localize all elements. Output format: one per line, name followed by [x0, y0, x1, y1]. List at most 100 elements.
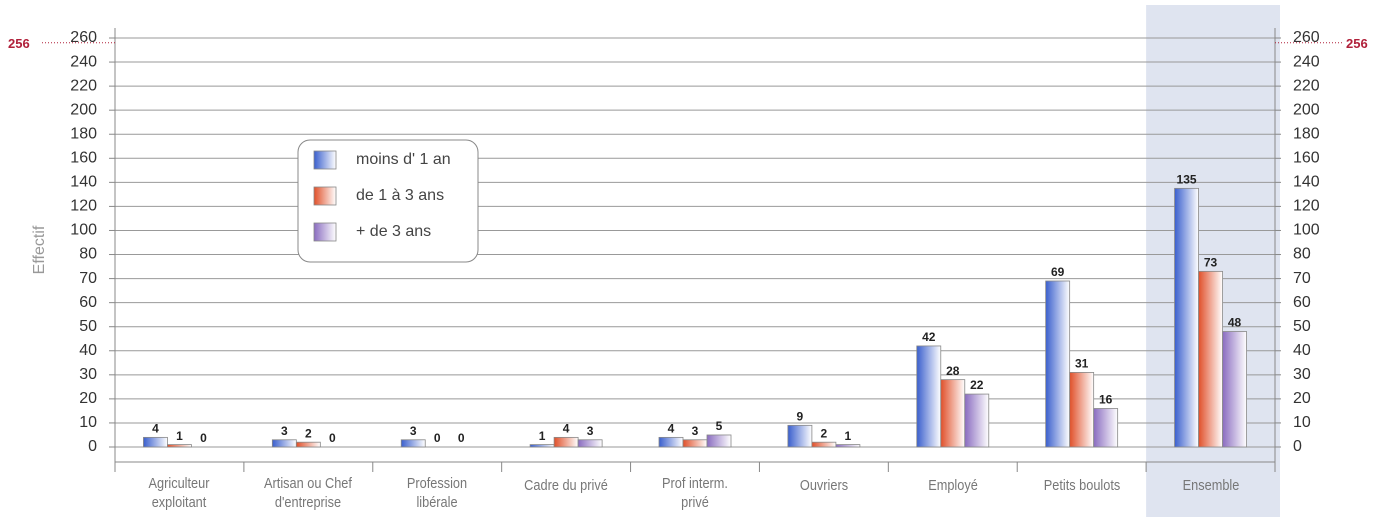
y2-tick-label: 200	[1293, 101, 1320, 118]
y2-tick-label: 100	[1293, 222, 1320, 239]
data-label: 2	[821, 426, 828, 440]
y2-tick-label: 220	[1293, 77, 1320, 94]
legend-swatch	[313, 186, 337, 206]
y-axis-label: Effectif	[31, 225, 48, 274]
bar	[835, 444, 861, 448]
data-label: 9	[797, 410, 804, 424]
bar	[271, 439, 297, 448]
x-tick-label: Ensemble	[1182, 477, 1239, 494]
y-tick-label: 10	[79, 414, 97, 431]
bar	[916, 345, 942, 448]
data-label: 28	[946, 364, 960, 378]
data-label: 42	[922, 330, 936, 344]
y2-tick-label: 260	[1293, 29, 1320, 46]
legend-label: moins d' 1 an	[356, 151, 451, 168]
reference-label: 256	[8, 36, 30, 51]
bar	[1069, 372, 1095, 448]
y-tick-label: 140	[70, 174, 97, 191]
bar	[167, 444, 192, 448]
data-label: 2	[305, 426, 312, 440]
y-tick-label: 180	[70, 125, 97, 142]
y-tick-label: 240	[70, 53, 97, 70]
y2-tick-label: 40	[1293, 342, 1311, 359]
data-label: 3	[281, 424, 288, 438]
data-label: 0	[200, 431, 207, 445]
y-tick-label: 260	[70, 29, 97, 46]
bar	[529, 444, 555, 448]
y2-tick-label: 160	[1293, 150, 1320, 167]
x-tick-label: Employé	[927, 477, 978, 494]
reference-label: 256	[1346, 36, 1368, 51]
y2-tick-label: 60	[1293, 294, 1311, 311]
legend-box	[297, 139, 479, 263]
y-tick-label: 40	[79, 342, 97, 359]
legend-label: + de 3 ans	[356, 223, 431, 240]
bar	[706, 434, 732, 448]
bar	[658, 436, 684, 448]
y-tick-label: 120	[70, 198, 97, 215]
data-label: 5	[716, 419, 723, 433]
y-tick-label: 80	[79, 246, 97, 263]
bar	[940, 379, 966, 448]
data-label: 4	[563, 422, 570, 436]
bar	[682, 439, 708, 448]
x-tick-label: Petits boulots	[1043, 477, 1120, 494]
data-label: 4	[668, 422, 675, 436]
y2-tick-label: 0	[1293, 438, 1302, 455]
bar	[1198, 270, 1223, 448]
bar	[553, 436, 579, 448]
y-tick-label: 220	[70, 77, 97, 94]
legend-swatch	[313, 150, 337, 170]
y-tick-label: 100	[70, 222, 97, 239]
data-label: 4	[152, 422, 159, 436]
y-tick-label: 70	[79, 270, 97, 287]
x-tick-label: Ouvriers	[799, 477, 848, 494]
bar	[400, 439, 426, 448]
y2-tick-label: 50	[1293, 318, 1311, 335]
y2-tick-label: 140	[1293, 174, 1320, 191]
y-tick-label: 200	[70, 101, 97, 118]
data-label: 69	[1051, 265, 1065, 279]
bar	[787, 424, 813, 448]
data-label: 48	[1228, 316, 1242, 330]
legend-label: de 1 à 3 ans	[356, 187, 444, 204]
bar	[143, 436, 168, 448]
data-label: 22	[970, 378, 984, 392]
data-label: 31	[1075, 357, 1089, 371]
bar	[1045, 280, 1071, 448]
y-tick-label: 20	[79, 390, 97, 407]
bar	[1174, 187, 1199, 448]
y-tick-label: 30	[79, 366, 97, 383]
data-label: 1	[539, 429, 546, 443]
bar	[811, 441, 837, 448]
data-label: 1	[176, 429, 183, 443]
y2-tick-label: 20	[1293, 390, 1311, 407]
y2-tick-label: 120	[1293, 198, 1320, 215]
data-label: 0	[434, 431, 441, 445]
y-tick-label: 50	[79, 318, 97, 335]
data-label: 3	[692, 424, 699, 438]
bar	[1093, 408, 1119, 448]
y2-tick-label: 240	[1293, 53, 1320, 70]
y2-tick-label: 180	[1293, 125, 1320, 142]
data-label: 16	[1099, 393, 1113, 407]
data-label: 3	[410, 424, 417, 438]
data-label: 3	[587, 424, 594, 438]
y-tick-label: 60	[79, 294, 97, 311]
x-tick-label: Cadre du privé	[524, 477, 608, 494]
bar	[1222, 331, 1247, 448]
data-label: 73	[1204, 256, 1218, 270]
bar	[577, 439, 603, 448]
data-label: 0	[458, 431, 465, 445]
y2-tick-label: 10	[1293, 414, 1311, 431]
data-label: 1	[845, 429, 852, 443]
bar	[295, 441, 321, 448]
x-tick-label: Agriculteur exploitant	[148, 475, 210, 511]
y2-tick-label: 30	[1293, 366, 1311, 383]
data-label: 0	[329, 431, 336, 445]
data-label: 135	[1177, 173, 1197, 187]
y-tick-label: 0	[88, 438, 97, 455]
x-tick-label: Prof interm. privé	[662, 475, 728, 511]
